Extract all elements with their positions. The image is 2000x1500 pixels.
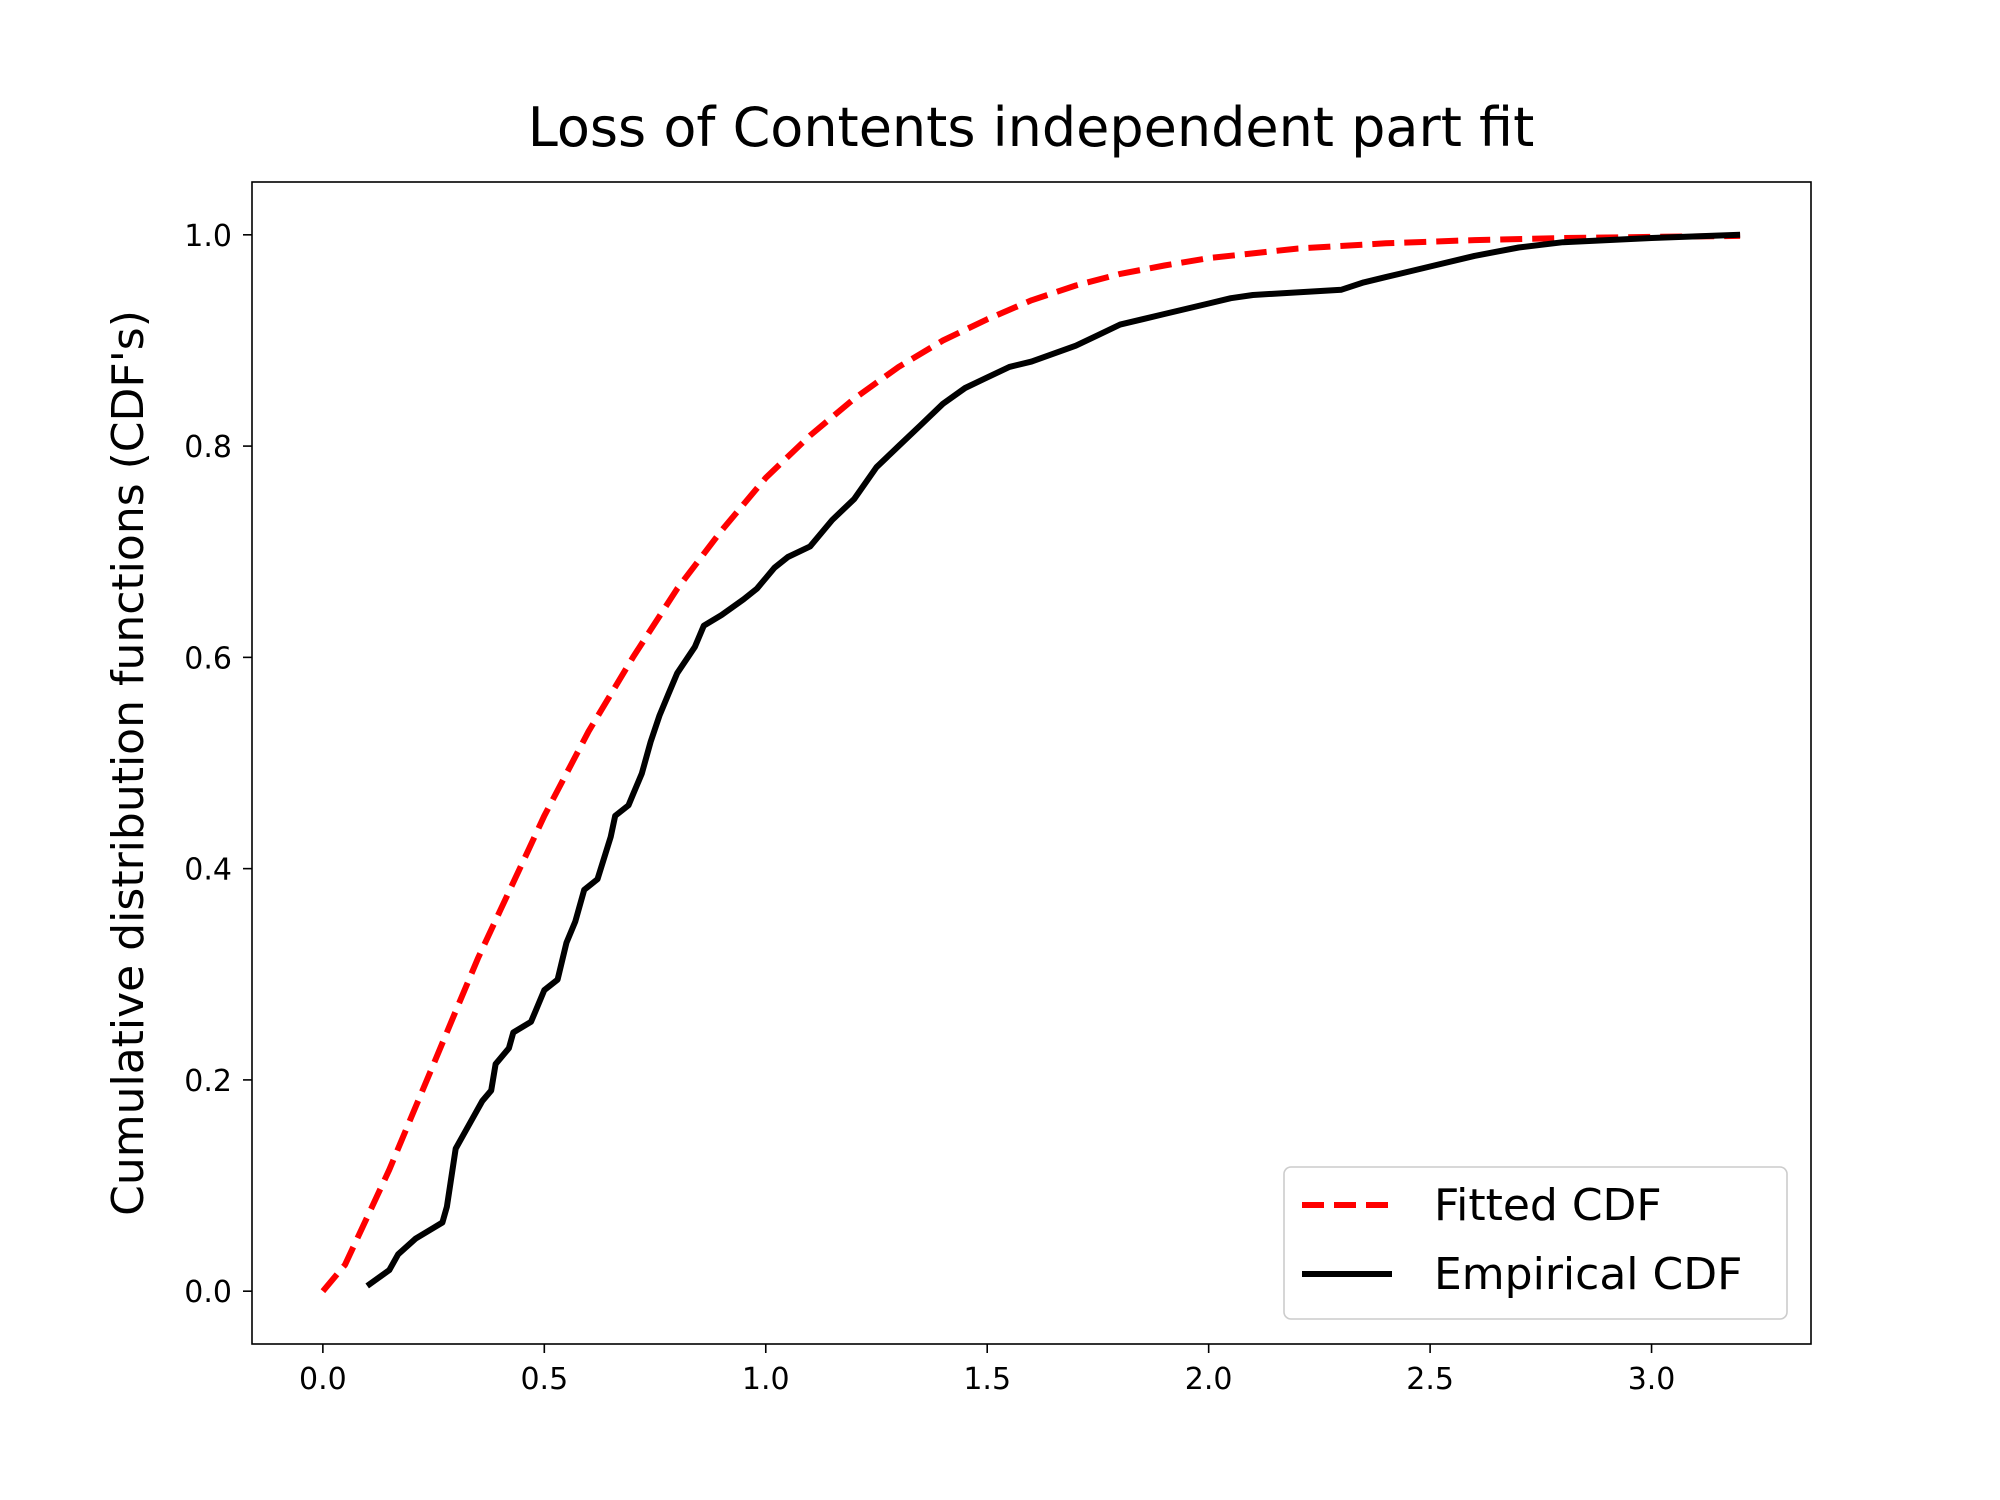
legend-empirical-cdf-label: Empirical CDF [1434, 1249, 1742, 1300]
plot-area [251, 181, 1812, 1345]
y-tick-label: 0.0 [184, 1275, 232, 1310]
legend-box [1283, 1166, 1788, 1320]
x-tick-label: 1.0 [742, 1362, 790, 1397]
y-tick-label: 0.4 [184, 853, 232, 888]
x-tick-label: 1.5 [963, 1362, 1011, 1397]
x-tick-label: 0.0 [299, 1362, 347, 1397]
y-tick-label: 0.8 [184, 430, 232, 465]
x-tick-label: 2.0 [1185, 1362, 1233, 1397]
chart-title: Loss of Contents independent part fit [528, 96, 1535, 159]
legend: Fitted CDF Empirical CDF [1283, 1166, 1788, 1320]
axes-frame [251, 181, 1812, 1345]
y-axis: 0.0 0.2 0.4 0.6 0.8 1.0 [184, 219, 252, 1310]
series-layer [320, 231, 1741, 1294]
plot-area-background [252, 182, 1811, 1344]
y-tick-label: 1.0 [184, 219, 232, 254]
x-tick-label: 0.5 [520, 1362, 568, 1397]
series-line-empirical-cdf [365, 231, 1741, 1289]
y-tick-label: 0.6 [184, 641, 232, 676]
y-tick-label: 0.2 [184, 1064, 232, 1099]
x-tick-label: 2.5 [1406, 1362, 1454, 1397]
x-axis: 0.0 0.5 1.0 1.5 2.0 2.5 3.0 [299, 1344, 1675, 1397]
legend-fitted-cdf-label: Fitted CDF [1434, 1180, 1662, 1231]
x-tick-label: 3.0 [1628, 1362, 1676, 1397]
y-axis-label: Cumulative distribution functions (CDF's… [103, 310, 154, 1216]
series-line-fitted-cdf [320, 232, 1741, 1294]
